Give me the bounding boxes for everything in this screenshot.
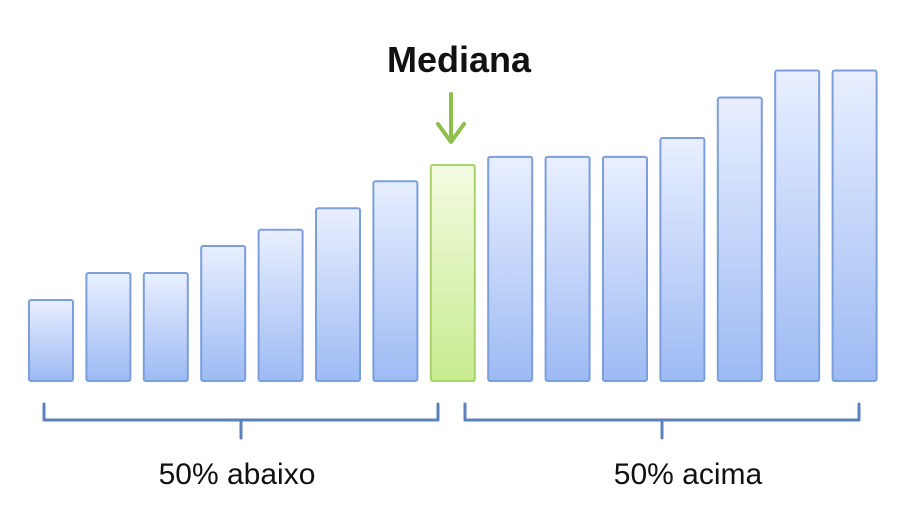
bar bbox=[774, 69, 821, 382]
bar bbox=[200, 245, 247, 382]
left-bracket bbox=[42, 402, 440, 440]
bar bbox=[257, 228, 304, 382]
bar bbox=[831, 69, 878, 382]
bar bbox=[487, 155, 534, 382]
down-arrow-icon bbox=[436, 92, 466, 144]
bar bbox=[659, 137, 706, 382]
right-group-label: 50% acima bbox=[614, 458, 763, 491]
bars-group bbox=[28, 69, 878, 382]
median-bar bbox=[429, 164, 476, 382]
bar bbox=[315, 207, 361, 382]
bar bbox=[544, 155, 591, 382]
bar bbox=[85, 272, 132, 382]
left-group-label: 50% abaixo bbox=[159, 458, 316, 491]
bar bbox=[372, 180, 419, 382]
bar bbox=[716, 96, 763, 382]
bar bbox=[28, 299, 74, 382]
bar bbox=[602, 155, 648, 382]
bar bbox=[142, 272, 189, 382]
right-bracket bbox=[463, 402, 861, 440]
median-title: Mediana bbox=[387, 39, 532, 80]
